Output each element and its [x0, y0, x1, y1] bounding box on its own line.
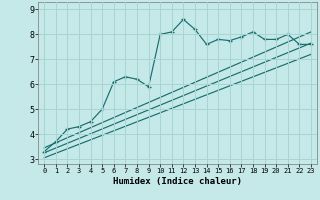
X-axis label: Humidex (Indice chaleur): Humidex (Indice chaleur) [113, 177, 242, 186]
